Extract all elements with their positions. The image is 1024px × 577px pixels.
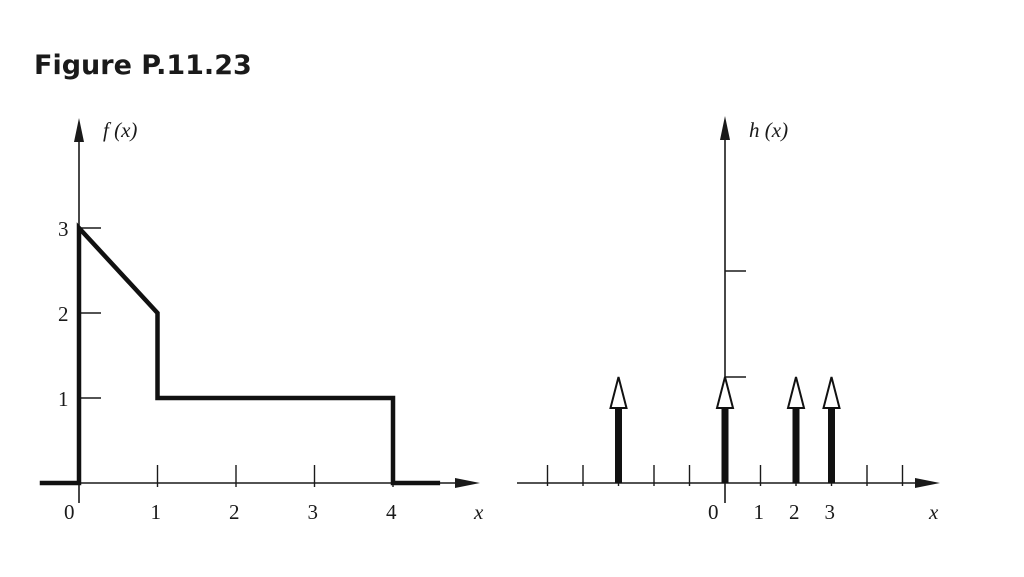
h-x-tick-label: 1 — [754, 500, 765, 524]
f-y-axis-label: f (x) — [103, 118, 137, 142]
figure-title: Figure P.11.23 — [34, 50, 252, 81]
h-impulse-head — [822, 376, 841, 409]
f-x-tick-label: 4 — [386, 500, 397, 524]
f-y-tick-label: 1 — [58, 387, 69, 411]
plot-f-of-x: 0 1 2 3 4 1 2 3 f (x) x — [39, 118, 484, 524]
h-impulse-head — [715, 376, 735, 409]
f-x-axis-label: x — [473, 500, 484, 524]
h-impulse-stem — [615, 407, 622, 483]
h-impulse-stem — [792, 407, 800, 483]
h-impulse-head — [786, 376, 806, 409]
h-x-axis-arrowhead — [915, 478, 940, 488]
plot-h-of-x: 0 1 2 3 h (x) x — [517, 116, 940, 524]
f-x-tick-label: 0 — [64, 500, 75, 524]
f-x-tick-label: 2 — [229, 500, 240, 524]
h-y-axis-label: h (x) — [749, 118, 788, 142]
f-curve — [39, 222, 441, 486]
f-x-tick-label: 3 — [308, 500, 319, 524]
h-impulse-stem — [828, 407, 835, 483]
h-x-axis-label: x — [928, 500, 939, 524]
h-x-tick-label: 2 — [789, 500, 800, 524]
h-y-axis-arrowhead — [720, 116, 730, 140]
f-x-axis-arrowhead — [455, 478, 480, 488]
f-y-tick-label: 2 — [58, 302, 69, 326]
h-impulse-arrow — [715, 376, 735, 483]
f-y-axis-arrowhead — [74, 118, 84, 142]
h-impulse-head — [609, 376, 628, 409]
f-y-tick-label: 3 — [58, 217, 69, 241]
h-impulse-arrow — [786, 376, 806, 483]
h-impulse-arrow — [822, 376, 841, 483]
h-impulse-stem — [721, 407, 729, 483]
h-x-tick-label: 3 — [825, 500, 836, 524]
f-x-tick-label: 1 — [151, 500, 162, 524]
h-x-tick-label: 0 — [708, 500, 719, 524]
h-impulse-arrow — [609, 376, 628, 483]
